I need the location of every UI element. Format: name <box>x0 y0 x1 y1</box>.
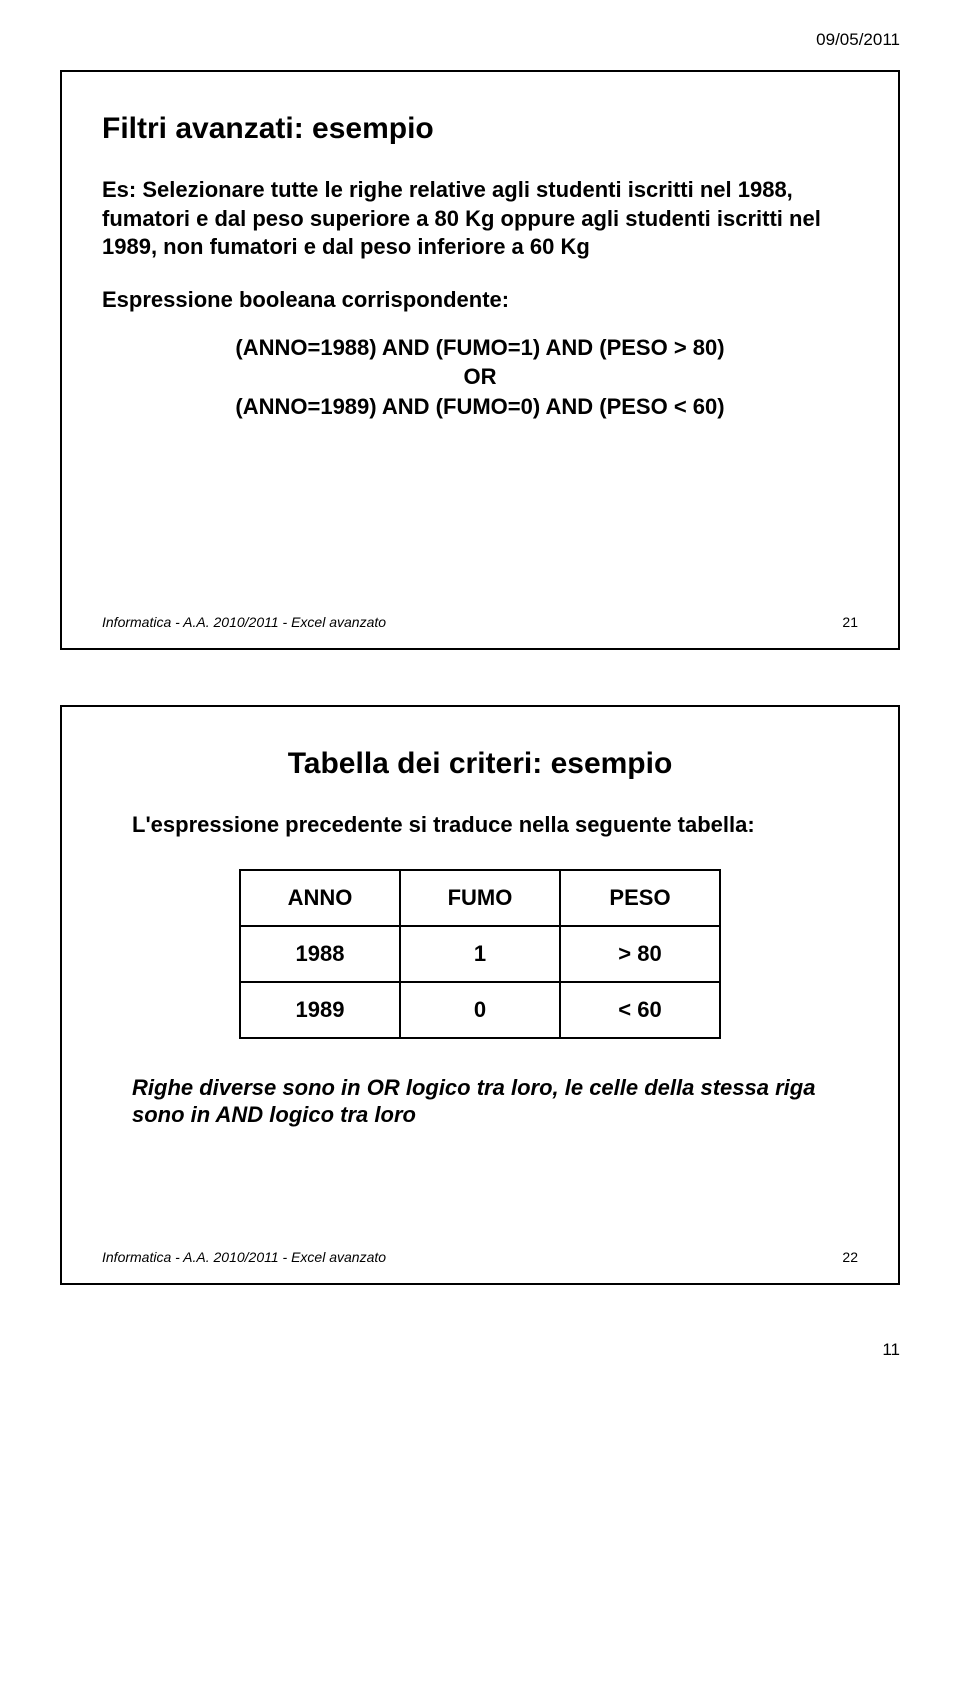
slide-2-footer-left: Informatica - A.A. 2010/2011 - Excel ava… <box>102 1249 386 1265</box>
slide-2-intro: L'espressione precedente si traduce nell… <box>132 811 858 839</box>
slide-2-title: Tabella dei criteri: esempio <box>102 747 858 781</box>
slide-1-footer-right: 21 <box>842 614 858 630</box>
table-header-row: ANNO FUMO PESO <box>240 870 720 926</box>
table-header-cell: FUMO <box>400 870 560 926</box>
criteria-table: ANNO FUMO PESO 1988 1 > 80 1989 0 < 60 <box>239 869 721 1039</box>
table-cell: 1 <box>400 926 560 982</box>
table-header-cell: ANNO <box>240 870 400 926</box>
document-date: 09/05/2011 <box>60 30 900 50</box>
expression-line-1: (ANNO=1988) AND (FUMO=1) AND (PESO > 80) <box>102 333 858 363</box>
slide-1: Filtri avanzati: esempio Es: Selezionare… <box>60 70 900 650</box>
slide-2-note: Righe diverse sono in OR logico tra loro… <box>132 1074 858 1129</box>
page-number: 11 <box>60 1340 900 1360</box>
slide-1-footer: Informatica - A.A. 2010/2011 - Excel ava… <box>102 614 858 630</box>
slide-2-footer: Informatica - A.A. 2010/2011 - Excel ava… <box>102 1249 858 1265</box>
page-container: 09/05/2011 Filtri avanzati: esempio Es: … <box>0 0 960 1390</box>
expression-line-3: (ANNO=1989) AND (FUMO=0) AND (PESO < 60) <box>102 392 858 422</box>
slide-1-body: Es: Selezionare tutte le righe relative … <box>102 176 858 262</box>
slide-2: Tabella dei criteri: esempio L'espressio… <box>60 705 900 1285</box>
table-cell: 1989 <box>240 982 400 1038</box>
expression-block: (ANNO=1988) AND (FUMO=1) AND (PESO > 80)… <box>102 333 858 422</box>
table-row: 1989 0 < 60 <box>240 982 720 1038</box>
slide-1-title: Filtri avanzati: esempio <box>102 112 858 146</box>
table-cell: > 80 <box>560 926 720 982</box>
table-cell: 1988 <box>240 926 400 982</box>
table-row: 1988 1 > 80 <box>240 926 720 982</box>
slide-2-footer-right: 22 <box>842 1249 858 1265</box>
table-cell: 0 <box>400 982 560 1038</box>
table-header-cell: PESO <box>560 870 720 926</box>
slide-1-footer-left: Informatica - A.A. 2010/2011 - Excel ava… <box>102 614 386 630</box>
table-cell: < 60 <box>560 982 720 1038</box>
expression-line-2: OR <box>102 362 858 392</box>
expression-label: Espressione booleana corrispondente: <box>102 287 858 313</box>
